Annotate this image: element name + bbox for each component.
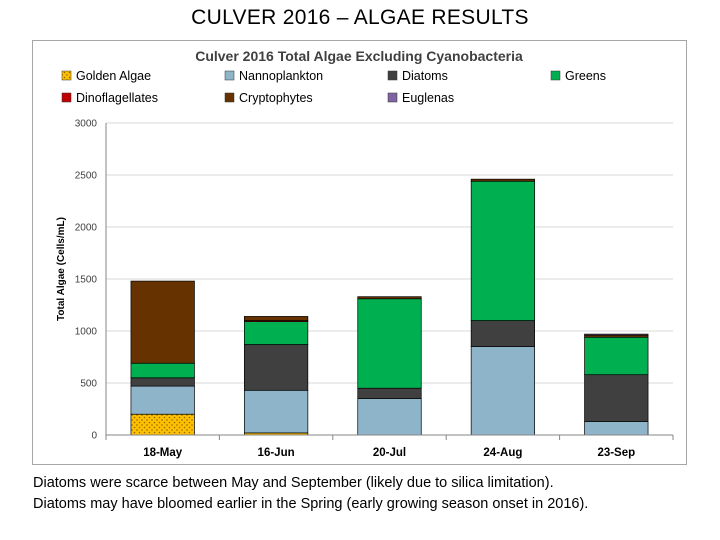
- legend-swatch-golden-algae: [61, 70, 72, 81]
- bar-segment-18-may-nannoplankton: [130, 385, 195, 415]
- x-tick-label-16-jun: 16-Jun: [258, 447, 295, 459]
- bar-segment-20-jul-greens: [357, 298, 422, 389]
- y-tick-label-500: 500: [80, 379, 97, 390]
- legend-swatch-cryptophytes: [224, 92, 235, 103]
- legend-swatch-euglenas: [387, 92, 398, 103]
- chart-bars: [130, 178, 649, 436]
- bar-segment-23-sep-nannoplankton: [584, 421, 649, 436]
- bar-segment-16-jun-diatoms: [243, 344, 309, 391]
- x-tick-label-24-aug: 24-Aug: [483, 447, 522, 459]
- chart-gridlines: [106, 122, 673, 384]
- bar-segment-18-may-cryptophytes: [130, 280, 195, 364]
- y-tick-label-2000: 2000: [75, 223, 98, 234]
- y-tick-label-1500: 1500: [75, 275, 98, 286]
- legend-label-nannoplankton: Nannoplankton: [239, 69, 323, 83]
- x-tick-label-23-sep: 23-Sep: [597, 447, 635, 459]
- slide-title: CULVER 2016 – ALGAE RESULTS: [191, 6, 529, 29]
- y-tick-label-1000: 1000: [75, 327, 98, 338]
- caption-line-1: Diatoms were scarce between May and Sept…: [33, 475, 554, 491]
- caption: Diatoms were scarce between May and Sept…: [33, 473, 713, 515]
- chart-legend: Golden Algae Nannoplankton Diatoms Greens Di…: [61, 69, 606, 105]
- y-tick-label-3000: 3000: [75, 119, 98, 130]
- bar-segment-20-jul-nannoplankton: [357, 398, 422, 436]
- bar-segment-20-jul-diatoms: [357, 387, 422, 399]
- x-tick-label-20-jul: 20-Jul: [373, 447, 406, 459]
- bar-segment-23-sep-euglenas: [584, 333, 649, 336]
- y-tick-label-0: 0: [91, 431, 97, 442]
- bar-segment-18-may-diatoms: [130, 377, 195, 387]
- bar-segment-24-aug-greens: [470, 180, 536, 321]
- bar-segment-23-sep-diatoms: [584, 374, 649, 422]
- bar-segment-16-jun-greens: [243, 321, 309, 345]
- bar-segment-18-may-greens: [130, 362, 195, 379]
- legend-label-golden-algae: Golden Algae: [76, 69, 151, 83]
- legend-swatch-dinoflagellates: [61, 92, 72, 103]
- chart-axes: 0 500 1000 1500 2000 2500 3000 18-May 16-Jun 20-J…: [75, 119, 674, 459]
- y-tick-label-2500: 2500: [75, 171, 98, 182]
- legend-label-dinoflagellates: Dinoflagellates: [76, 91, 158, 105]
- legend-swatch-nannoplankton: [224, 70, 235, 81]
- caption-line-2: Diatoms may have bloomed earlier in the …: [33, 496, 589, 512]
- bar-segment-24-aug-diatoms: [470, 320, 536, 347]
- chart-frame: Culver 2016 Total Algae Excluding Cyanob…: [32, 40, 687, 465]
- legend-swatch-greens: [550, 70, 561, 81]
- bar-segment-16-jun-cryptophytes: [243, 316, 309, 321]
- bar-segment-24-aug-cryptophytes: [470, 178, 536, 182]
- x-tick-label-18-may: 18-May: [143, 447, 183, 459]
- stacked-bar-chart: Culver 2016 Total Algae Excluding Cyanob…: [56, 48, 674, 459]
- bar-segment-16-jun-nannoplankton: [243, 389, 309, 434]
- bar-segment-20-jul-cryptophytes: [357, 296, 422, 300]
- bar-segment-24-aug-nannoplankton: [470, 346, 536, 436]
- legend-label-diatoms: Diatoms: [402, 69, 448, 83]
- chart-title: Culver 2016 Total Algae Excluding Cyanob…: [195, 48, 523, 64]
- bar-segment-18-may-golden-algae: [130, 413, 195, 436]
- legend-label-euglenas: Euglenas: [402, 91, 454, 105]
- legend-swatch-diatoms: [387, 70, 398, 81]
- bar-segment-23-sep-greens: [584, 336, 649, 376]
- legend-label-greens: Greens: [565, 69, 606, 83]
- legend-label-cryptophytes: Cryptophytes: [239, 91, 313, 105]
- y-axis-label: Total Algae (Cells/mL): [56, 217, 67, 321]
